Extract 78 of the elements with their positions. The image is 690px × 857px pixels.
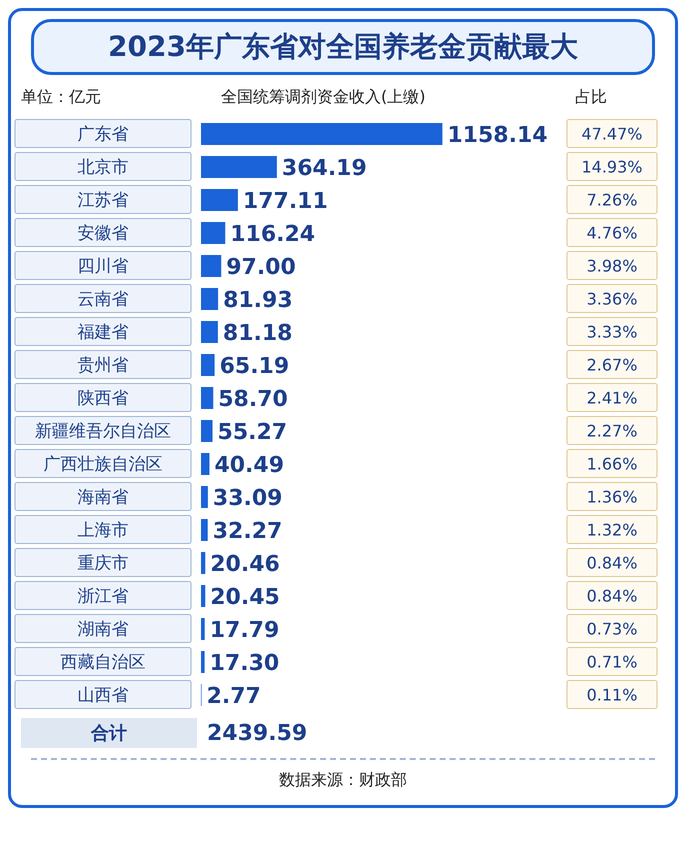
text: 占比 xyxy=(574,87,608,108)
data-label: 1158.14 xyxy=(447,122,548,148)
bar xyxy=(201,222,226,244)
y-tick-label: 陕西省 xyxy=(78,388,128,408)
data-label: 81.93 xyxy=(223,288,293,313)
bar xyxy=(201,321,218,343)
bar xyxy=(201,156,277,178)
text: 合计 xyxy=(21,718,197,748)
data-label: 17.79 xyxy=(210,618,280,643)
y-tick-label: 新疆维吾尔自治区 xyxy=(35,422,171,442)
y-tick-label: 贵州省 xyxy=(78,356,128,376)
text: 全国统筹调剂资金收入(上缴) xyxy=(221,87,426,108)
y-tick-label: 广东省 xyxy=(78,124,128,144)
text: 2.41% xyxy=(586,388,638,408)
y-tick-label: 江苏省 xyxy=(78,190,128,210)
text: 3.98% xyxy=(586,256,638,276)
text: 4.76% xyxy=(586,224,638,242)
text: 1.36% xyxy=(586,488,638,506)
text: 14.93% xyxy=(581,158,643,176)
data-label: 2.77 xyxy=(206,684,261,709)
y-tick-label: 重庆市 xyxy=(78,554,128,574)
y-tick-label: 云南省 xyxy=(78,290,128,310)
text: 0.71% xyxy=(586,652,638,672)
text: 1.32% xyxy=(586,520,638,540)
y-tick-label: 四川省 xyxy=(78,256,128,276)
data-label: 20.46 xyxy=(210,552,280,577)
bar xyxy=(201,585,206,607)
y-tick-label: 山西省 xyxy=(78,686,128,706)
y-tick-label: 湖南省 xyxy=(78,620,128,640)
bar xyxy=(201,189,238,211)
data-label: 32.27 xyxy=(212,518,282,544)
y-tick-label: 广西壮族自治区 xyxy=(44,454,162,474)
data-label: 65.19 xyxy=(220,354,290,379)
y-tick-label: 安徽省 xyxy=(78,224,128,244)
y-tick-label: 北京市 xyxy=(78,158,128,178)
text: 7.26% xyxy=(586,190,638,210)
text: 2.67% xyxy=(586,356,638,374)
data-label: 33.09 xyxy=(212,486,282,511)
text: 3.36% xyxy=(586,290,638,308)
data-label: 58.70 xyxy=(218,386,288,412)
text: 0.11% xyxy=(586,686,638,704)
bar xyxy=(201,519,208,541)
data-label: 177.11 xyxy=(242,188,328,214)
text: 2.27% xyxy=(586,422,638,440)
data-label: 55.27 xyxy=(218,420,288,445)
text: 3.33% xyxy=(586,322,638,342)
data-label: 97.00 xyxy=(226,254,296,280)
text: 2439.59 xyxy=(207,720,308,746)
text: 47.47% xyxy=(581,124,643,144)
y-tick-label: 福建省 xyxy=(78,322,128,342)
bar xyxy=(201,255,222,277)
bar xyxy=(201,651,205,673)
bar xyxy=(201,453,210,475)
data-label: 17.30 xyxy=(210,650,280,676)
y-tick-label: 浙江省 xyxy=(78,586,128,606)
y-tick-label: 海南省 xyxy=(78,488,128,508)
text: 0.73% xyxy=(586,620,638,638)
chart-title: 2023年广东省对全国养老金贡献最大 xyxy=(31,19,655,75)
data-label: 116.24 xyxy=(230,222,316,247)
bar xyxy=(201,387,214,409)
text: 0.84% xyxy=(586,586,638,606)
text: 单位：亿元 xyxy=(21,87,102,108)
source-note: 数据来源：财政部 xyxy=(31,758,655,805)
data-label: 81.18 xyxy=(222,320,293,346)
data-label: 20.45 xyxy=(210,584,280,610)
bar xyxy=(201,618,205,640)
bar xyxy=(201,354,215,376)
text: 1.66% xyxy=(586,454,638,474)
y-tick-label: 西藏自治区 xyxy=(60,652,146,672)
bar xyxy=(201,552,206,574)
data-label: 364.19 xyxy=(282,156,367,181)
bar xyxy=(201,123,442,145)
y-tick-label: 上海市 xyxy=(78,520,128,540)
data-label: 40.49 xyxy=(214,452,284,478)
bar xyxy=(201,486,208,508)
bar xyxy=(201,288,218,310)
bar xyxy=(201,420,213,442)
text: 0.84% xyxy=(586,554,638,572)
